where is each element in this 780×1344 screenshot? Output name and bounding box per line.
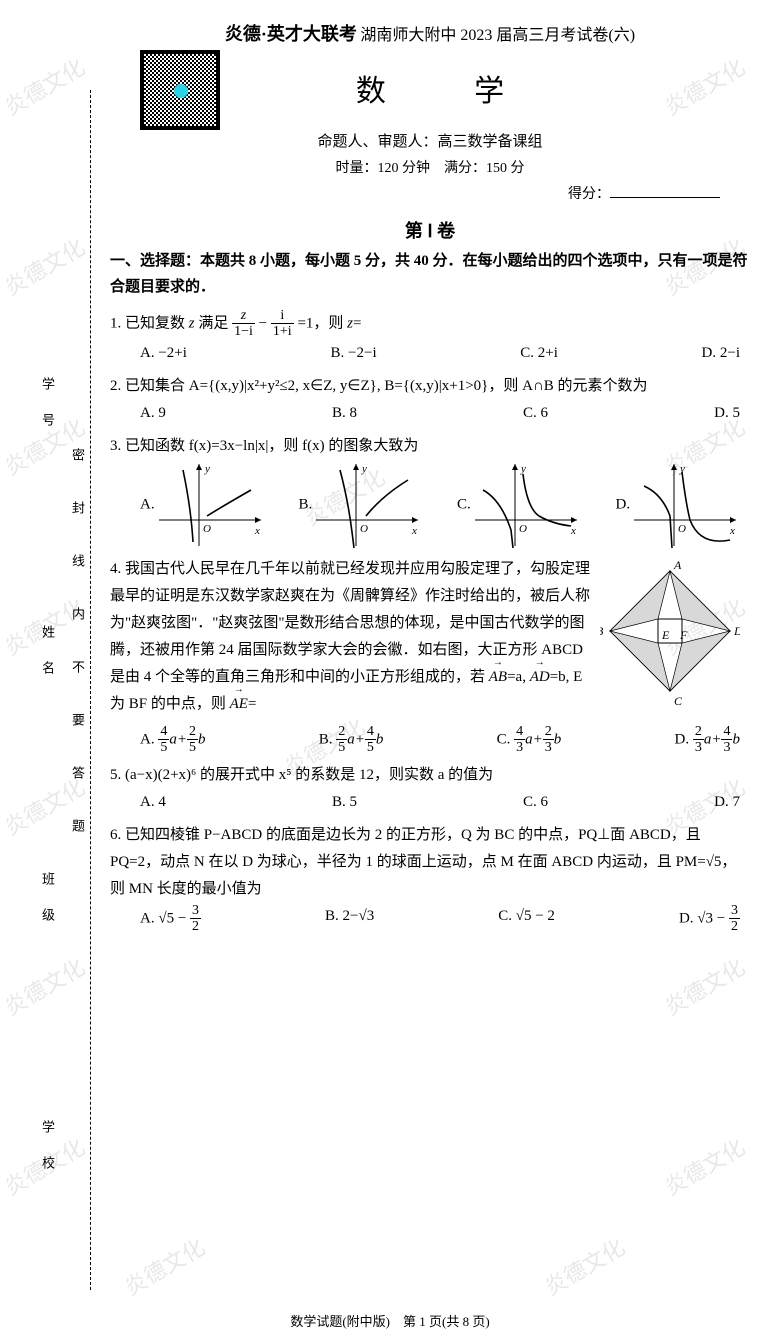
q4-s2b: =a,	[507, 669, 526, 685]
q4-opt-d: D. 23a+43b	[675, 724, 740, 756]
q1-f1d: 1−i	[232, 324, 255, 339]
q2-opt-d: D. 5	[714, 400, 740, 427]
question-5: 5. (a−x)(2+x)⁶ 的展开式中 x⁵ 的系数是 12，则实数 a 的值…	[110, 762, 750, 816]
q1-opt-c: C. 2+i	[520, 340, 558, 367]
q3-options: A.Oxy B.Oxy C.Oxy D.Oxy	[110, 460, 750, 550]
subject-title: 数 学	[150, 66, 750, 110]
q5-opt-d: D. 7	[714, 789, 740, 816]
q6-opt-d: D. √3 − 32	[679, 903, 740, 935]
svg-text:O: O	[203, 523, 211, 535]
q5-options: A. 4 B. 5 C. 6 D. 7	[110, 789, 750, 816]
q4-s2f: =	[248, 696, 256, 712]
q5-opt-b: B. 5	[332, 789, 357, 816]
q3-graph-c: Ox y	[471, 460, 581, 550]
q1-f2d: 1+i	[271, 324, 294, 339]
q2-opt-b: B. 8	[332, 400, 357, 427]
q2-options: A. 9 B. 8 C. 6 D. 5	[110, 400, 750, 427]
q6-options: A. √5 − 32 B. 2−√3 C. √5 − 2 D. √3 − 32	[110, 903, 750, 935]
qr-code	[140, 50, 220, 130]
svg-text:x: x	[729, 525, 735, 537]
q4-opt-c: C. 43a+23b	[497, 724, 562, 756]
field-class: 班 级	[38, 872, 57, 925]
q2-stem: 2. 已知集合 A={(x,y)|x²+y²≤2, x∈Z, y∈Z}, B={…	[110, 373, 750, 400]
q4-stem: 4. 我国古代人民早在几千年以前就已经发现并应用勾股定理了，勾股定理最早的证明是…	[110, 561, 590, 685]
question-4: 4. 我国古代人民早在几千年以前就已经发现并应用勾股定理了，勾股定理最早的证明是…	[110, 556, 750, 756]
q1-minus: −	[259, 315, 271, 331]
q6-opt-a: A. √5 − 32	[140, 903, 201, 935]
q6-opt-c: C. √5 − 2	[498, 903, 555, 935]
page-footer: 数学试题(附中版) 第 1 页(共 8 页)	[0, 1311, 780, 1330]
q1-stem-a: 1. 已知复数	[110, 315, 189, 331]
q1-opt-a: A. −2+i	[140, 340, 187, 367]
q4-vad: AD	[530, 664, 550, 691]
q3-graph-a: Ox y	[155, 460, 265, 550]
svg-text:A: A	[673, 558, 682, 572]
q2-opt-c: C. 6	[523, 400, 548, 427]
q1-stem-d: =	[353, 315, 361, 331]
header-title: 湖南师大附中 2023 届高三月考试卷(六)	[360, 27, 635, 44]
q3-lb: B.	[299, 496, 313, 512]
question-1: 1. 已知复数 z 满足 z1−i − i1+i =1，则 z= A. −2+i…	[110, 308, 750, 367]
field-name: 姓 名	[38, 625, 57, 678]
section-instruction: 一、选择题：本题共 8 小题，每小题 5 分，共 40 分．在每小题给出的四个选…	[110, 249, 750, 300]
q3-graph-d: Oxy	[630, 460, 740, 550]
q6-opt-b: B. 2−√3	[325, 903, 374, 935]
q3-lc: C.	[457, 496, 471, 512]
student-fields: 学 号 姓 名 班 级 学 校	[38, 280, 57, 1270]
q3-ld: D.	[616, 496, 631, 512]
svg-text:x: x	[411, 525, 417, 537]
svg-text:x: x	[570, 525, 576, 537]
svg-text:x: x	[254, 525, 260, 537]
q4-vae: AE	[230, 691, 248, 718]
svg-text:y: y	[204, 463, 210, 475]
q1-f2n: i	[271, 308, 294, 324]
score-label: 得分：	[568, 187, 610, 202]
q2-opt-a: A. 9	[140, 400, 166, 427]
svg-text:E: E	[661, 628, 670, 642]
field-school: 学 校	[38, 1120, 57, 1173]
svg-text:F: F	[679, 628, 688, 642]
q5-stem: 5. (a−x)(2+x)⁶ 的展开式中 x⁵ 的系数是 12，则实数 a 的值…	[110, 762, 750, 789]
seal-notice: 密封线内不要答题	[68, 360, 87, 960]
q4-opt-a: A. 45a+25b	[140, 724, 205, 756]
exam-info: 时量：120 分钟 满分：150 分	[110, 157, 750, 177]
q4-vab: AB	[489, 664, 507, 691]
q1-f1n: z	[232, 308, 255, 324]
q3-stem: 3. 已知函数 f(x)=3x−ln|x|，则 f(x) 的图象大致为	[110, 433, 750, 460]
svg-text:O: O	[360, 523, 368, 535]
question-2: 2. 已知集合 A={(x,y)|x²+y²≤2, x∈Z, y∈Z}, B={…	[110, 373, 750, 427]
q5-opt-a: A. 4	[140, 789, 166, 816]
q1-opt-d: D. 2−i	[702, 340, 740, 367]
section-title: 第 Ⅰ 卷	[110, 217, 750, 243]
question-3: 3. 已知函数 f(x)=3x−ln|x|，则 f(x) 的图象大致为 A. Ox…	[110, 433, 750, 550]
field-id: 学 号	[38, 377, 57, 430]
q4-figure: A B C D EF	[600, 556, 740, 716]
authors: 命题人、审题人：高三数学备课组	[110, 130, 750, 151]
question-6: 6. 已知四棱锥 P−ABCD 的底面是边长为 2 的正方形，Q 为 BC 的中…	[110, 822, 750, 935]
svg-text:y: y	[520, 463, 526, 475]
q6-stem: 6. 已知四棱锥 P−ABCD 的底面是边长为 2 的正方形，Q 为 BC 的中…	[110, 822, 750, 903]
svg-text:D: D	[733, 624, 740, 638]
binding-margin: 学 号 姓 名 班 级 学 校 密封线内不要答题	[30, 340, 90, 1300]
header-brand: 炎德·英才大联考	[225, 24, 357, 44]
q4-opt-b: B. 25a+45b	[319, 724, 384, 756]
score-line: 得分：	[110, 183, 750, 203]
q3-la: A.	[140, 496, 155, 512]
q1-stem-b: 满足	[195, 315, 233, 331]
svg-text:C: C	[674, 694, 683, 706]
q1-options: A. −2+i B. −2−i C. 2+i D. 2−i	[110, 340, 750, 367]
q1-opt-b: B. −2−i	[331, 340, 377, 367]
svg-text:O: O	[519, 523, 527, 535]
q5-opt-c: C. 6	[523, 789, 548, 816]
q3-graph-b: Ox y	[312, 460, 422, 550]
q1-stem-c: =1，则	[297, 315, 347, 331]
q4-options: A. 45a+25b B. 25a+45b C. 43a+23b D. 23a+…	[110, 724, 750, 756]
svg-text:B: B	[600, 624, 604, 638]
svg-text:O: O	[678, 523, 686, 535]
svg-text:y: y	[361, 463, 367, 475]
